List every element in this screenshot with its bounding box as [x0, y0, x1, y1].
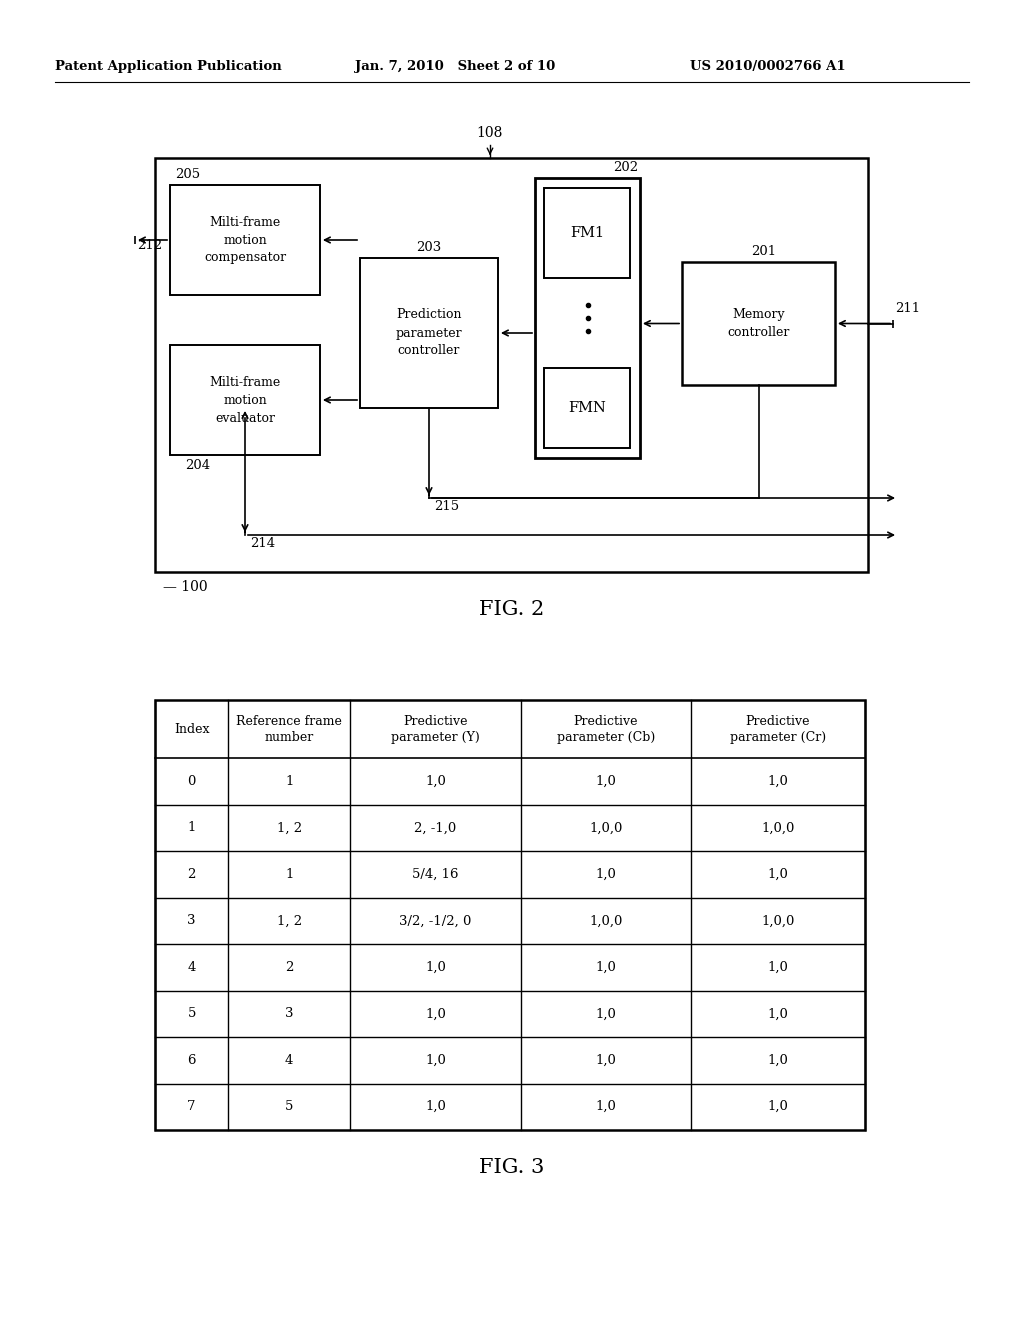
- Text: 201: 201: [751, 246, 776, 257]
- Text: 1: 1: [187, 821, 196, 834]
- Text: 1,0: 1,0: [768, 961, 788, 974]
- Text: 1, 2: 1, 2: [276, 915, 302, 927]
- Text: 1,0: 1,0: [425, 1053, 445, 1067]
- Bar: [155, 158, 868, 572]
- Text: 1: 1: [285, 867, 294, 880]
- Text: 3: 3: [187, 915, 196, 927]
- Bar: [170, 345, 319, 455]
- Text: 1,0: 1,0: [595, 867, 616, 880]
- Text: 6: 6: [187, 1053, 196, 1067]
- Text: 212: 212: [137, 239, 162, 252]
- Text: 1,0: 1,0: [595, 775, 616, 788]
- Text: 1,0: 1,0: [595, 1101, 616, 1113]
- Bar: [544, 187, 630, 279]
- Text: 1,0: 1,0: [425, 961, 445, 974]
- Text: Jan. 7, 2010   Sheet 2 of 10: Jan. 7, 2010 Sheet 2 of 10: [355, 59, 555, 73]
- Text: 205: 205: [175, 168, 200, 181]
- Text: 214: 214: [250, 537, 275, 550]
- Text: Predictive
parameter (Y): Predictive parameter (Y): [391, 714, 480, 743]
- Text: 108: 108: [477, 125, 503, 140]
- Text: 3/2, -1/2, 0: 3/2, -1/2, 0: [399, 915, 472, 927]
- Text: 5/4, 16: 5/4, 16: [413, 867, 459, 880]
- Bar: [682, 261, 835, 385]
- Text: FIG. 3: FIG. 3: [479, 1158, 545, 1177]
- Text: 2: 2: [187, 867, 196, 880]
- Bar: [544, 368, 630, 447]
- Text: Milti-frame
motion
compensator: Milti-frame motion compensator: [204, 215, 286, 264]
- Text: 4: 4: [285, 1053, 294, 1067]
- Text: FMN: FMN: [568, 401, 606, 414]
- Bar: [155, 700, 865, 1130]
- Text: 5: 5: [187, 1007, 196, 1020]
- Text: 1,0: 1,0: [425, 1101, 445, 1113]
- Text: 7: 7: [187, 1101, 196, 1113]
- Text: Predictive
parameter (Cb): Predictive parameter (Cb): [557, 714, 655, 743]
- Text: 2, -1,0: 2, -1,0: [415, 821, 457, 834]
- Text: 1,0: 1,0: [595, 1053, 616, 1067]
- Text: 1,0: 1,0: [425, 775, 445, 788]
- Text: Memory
controller: Memory controller: [727, 308, 790, 339]
- Text: Predictive
parameter (Cr): Predictive parameter (Cr): [730, 714, 826, 743]
- Text: 4: 4: [187, 961, 196, 974]
- Text: 3: 3: [285, 1007, 294, 1020]
- Text: US 2010/0002766 A1: US 2010/0002766 A1: [690, 59, 846, 73]
- Text: 203: 203: [417, 242, 441, 253]
- Text: FM1: FM1: [570, 226, 604, 240]
- Text: 1,0: 1,0: [768, 775, 788, 788]
- Text: Reference frame
number: Reference frame number: [237, 714, 342, 743]
- Text: 2: 2: [285, 961, 294, 974]
- Text: 211: 211: [895, 302, 921, 315]
- Text: Milti-frame
motion
evaluator: Milti-frame motion evaluator: [209, 375, 281, 425]
- Bar: [360, 257, 498, 408]
- Text: 1,0,0: 1,0,0: [761, 915, 795, 927]
- Text: 1,0,0: 1,0,0: [761, 821, 795, 834]
- Text: 1,0,0: 1,0,0: [589, 915, 623, 927]
- Bar: [535, 178, 640, 458]
- Text: 1,0: 1,0: [768, 1007, 788, 1020]
- Text: 1,0: 1,0: [595, 1007, 616, 1020]
- Text: 1: 1: [285, 775, 294, 788]
- Bar: [170, 185, 319, 294]
- Text: 1,0: 1,0: [768, 867, 788, 880]
- Text: 1,0: 1,0: [425, 1007, 445, 1020]
- Text: Patent Application Publication: Patent Application Publication: [55, 59, 282, 73]
- Text: 1,0,0: 1,0,0: [589, 821, 623, 834]
- Text: Index: Index: [174, 722, 209, 735]
- Text: 0: 0: [187, 775, 196, 788]
- Text: 204: 204: [185, 459, 210, 473]
- Text: 202: 202: [613, 161, 638, 174]
- Text: 1,0: 1,0: [768, 1053, 788, 1067]
- Text: Prediction
parameter
controller: Prediction parameter controller: [395, 309, 462, 358]
- Text: FIG. 2: FIG. 2: [479, 601, 545, 619]
- Text: 1,0: 1,0: [595, 961, 616, 974]
- Text: — 100: — 100: [163, 579, 208, 594]
- Text: 215: 215: [434, 500, 459, 513]
- Text: 5: 5: [285, 1101, 294, 1113]
- Text: 1,0: 1,0: [768, 1101, 788, 1113]
- Text: 1, 2: 1, 2: [276, 821, 302, 834]
